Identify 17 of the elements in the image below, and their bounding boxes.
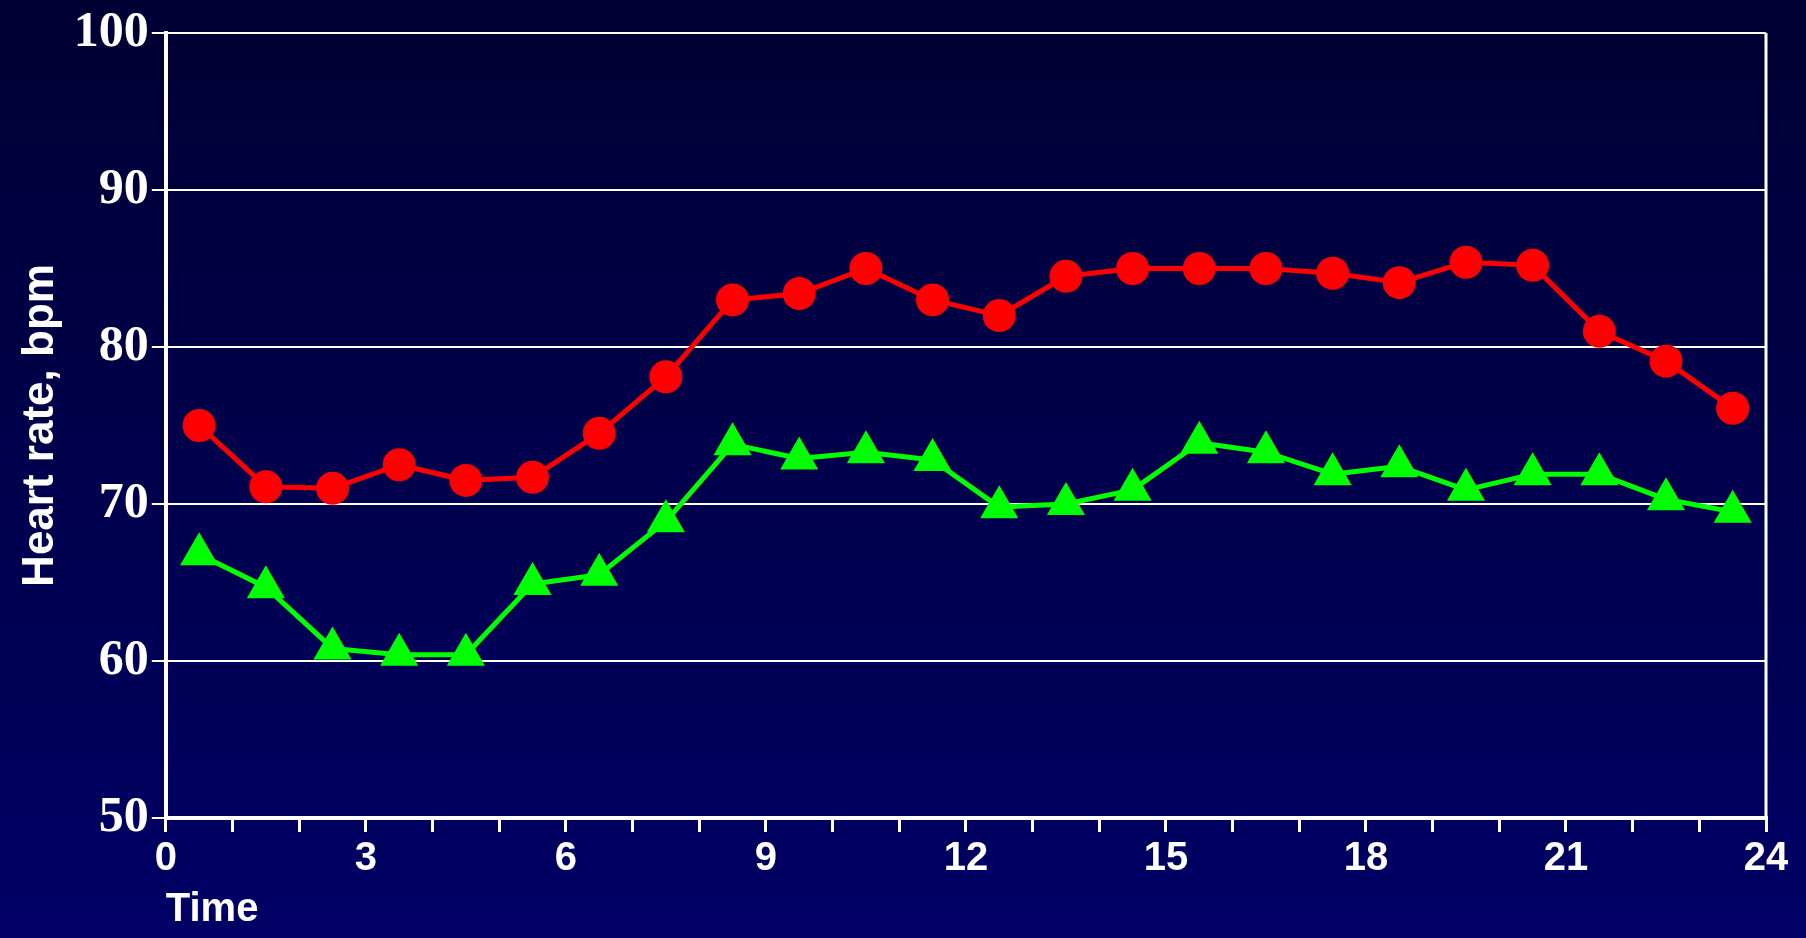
y-axis-title: Heart rate, bpm — [12, 264, 62, 587]
y-tick-label: 50 — [98, 785, 149, 842]
y-tick-label: 80 — [98, 314, 149, 371]
y-tick-label: 70 — [98, 471, 149, 528]
y-tick-label: 100 — [73, 0, 149, 57]
x-tick-label: 18 — [1343, 834, 1389, 879]
x-tick-label: 3 — [354, 834, 377, 879]
x-tick-label: 6 — [554, 834, 577, 879]
y-tick-label: 60 — [98, 628, 149, 685]
x-tick-label: 21 — [1543, 834, 1589, 879]
y-tick-label: 90 — [98, 157, 149, 214]
x-tick-label: 9 — [754, 834, 777, 879]
x-tick-label: 12 — [943, 834, 989, 879]
x-tick-label: 0 — [154, 834, 177, 879]
x-tick-label: 24 — [1743, 834, 1789, 879]
x-axis-title: Time — [165, 885, 259, 930]
x-tick-label: 15 — [1143, 834, 1189, 879]
